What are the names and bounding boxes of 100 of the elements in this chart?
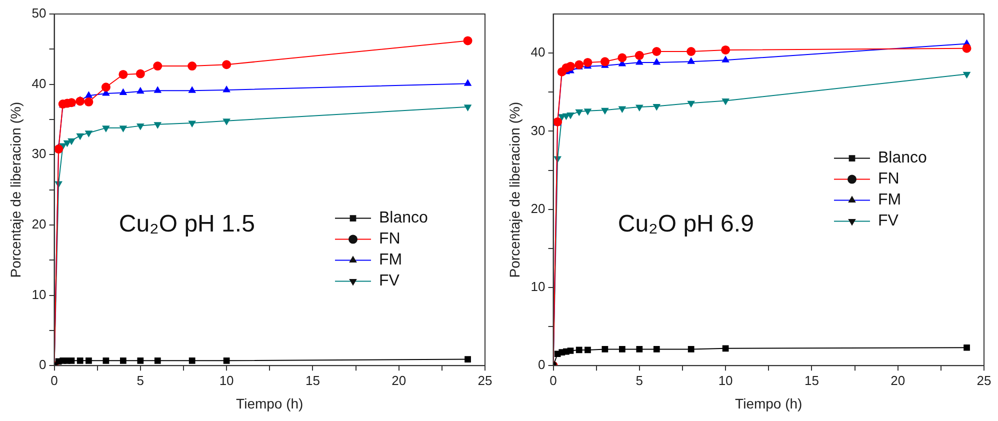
legend-label: FV	[379, 272, 400, 290]
point	[136, 86, 144, 94]
y-tick-label: 20	[32, 216, 46, 232]
point	[962, 44, 972, 53]
point	[600, 57, 610, 66]
point	[618, 53, 627, 62]
point	[119, 126, 128, 132]
point	[118, 70, 128, 79]
point	[188, 357, 196, 364]
point	[102, 357, 110, 364]
point	[136, 124, 144, 130]
point	[574, 60, 584, 70]
y-tick-label: 0	[39, 357, 46, 372]
point	[222, 60, 232, 70]
point	[463, 36, 472, 46]
x-tick-label: 25	[976, 372, 992, 388]
point	[68, 138, 76, 146]
point	[154, 122, 162, 129]
point	[566, 112, 574, 120]
point	[618, 106, 626, 114]
point	[584, 346, 591, 354]
y-tick-label: 10	[530, 279, 546, 294]
point	[652, 47, 662, 56]
x-tick-label: 15	[804, 372, 819, 388]
point	[464, 79, 472, 86]
point	[464, 104, 472, 112]
point	[120, 357, 126, 364]
annotation: Cu₂O pH 1.5	[118, 210, 255, 238]
point	[583, 58, 592, 67]
point	[84, 91, 93, 98]
point	[576, 346, 582, 354]
y-axis-title: Porcentaje de liberacion (%)	[7, 102, 24, 278]
legend-label: FM	[379, 252, 402, 269]
point	[137, 357, 144, 364]
y-tick-label: 20	[530, 200, 546, 216]
point	[688, 346, 694, 352]
x-tick-label: 5	[136, 372, 144, 388]
legend-label: Blanco	[379, 210, 428, 227]
point	[567, 348, 574, 354]
x-tick-label: 0	[550, 372, 557, 388]
x-tick-label: 25	[478, 372, 492, 388]
point	[687, 57, 695, 64]
y-tick-label: 40	[530, 44, 546, 60]
point	[188, 86, 196, 93]
point	[464, 356, 471, 362]
annotation: Cu₂O pH 6.9	[618, 210, 754, 238]
point	[575, 109, 583, 116]
point	[119, 88, 128, 96]
legend-label: FV	[878, 212, 899, 230]
point	[101, 82, 110, 92]
legend-label: FN	[379, 230, 400, 248]
point	[223, 357, 230, 364]
point	[76, 357, 84, 364]
point	[722, 98, 730, 106]
y-tick-label: 40	[32, 76, 46, 91]
y-tick-label: 30	[530, 122, 546, 138]
legend-label: FM	[878, 192, 902, 209]
point	[636, 104, 644, 112]
point	[722, 56, 730, 62]
point	[652, 104, 661, 111]
point	[687, 100, 695, 108]
y-tick-label: 10	[32, 286, 46, 302]
y-tick-label: 30	[32, 146, 46, 162]
point	[222, 85, 230, 92]
x-tick-label: 15	[305, 372, 320, 388]
point	[618, 346, 626, 352]
x-tick-label: 10	[718, 372, 733, 388]
point	[634, 50, 644, 60]
y-tick-label: 50	[32, 6, 46, 21]
point	[68, 357, 75, 364]
legend-label: FN	[878, 170, 900, 188]
point	[964, 344, 970, 351]
point	[721, 45, 730, 54]
point	[222, 118, 230, 126]
point	[584, 108, 592, 116]
point	[188, 62, 197, 71]
point	[76, 133, 84, 140]
point	[54, 144, 64, 154]
y-axis-title: Porcentaje de liberacion (%)	[506, 102, 522, 278]
point	[686, 47, 696, 56]
x-axis-title: Tiempo (h)	[236, 395, 304, 412]
x-tick-label: 0	[50, 372, 58, 388]
legend-label: Blanco	[878, 150, 928, 167]
point	[76, 96, 85, 106]
x-tick-label: 10	[219, 372, 234, 388]
point	[722, 345, 729, 352]
point	[566, 62, 575, 71]
point	[154, 86, 162, 93]
x-tick-label: 20	[392, 372, 406, 388]
point	[84, 97, 94, 106]
point	[86, 357, 92, 364]
point	[84, 130, 93, 138]
point	[962, 72, 971, 79]
x-axis-title: Tiempo (h)	[735, 395, 802, 412]
point	[136, 69, 145, 78]
point	[652, 58, 661, 65]
point	[102, 126, 110, 132]
point	[601, 108, 609, 115]
point	[636, 346, 643, 352]
point	[188, 120, 196, 128]
